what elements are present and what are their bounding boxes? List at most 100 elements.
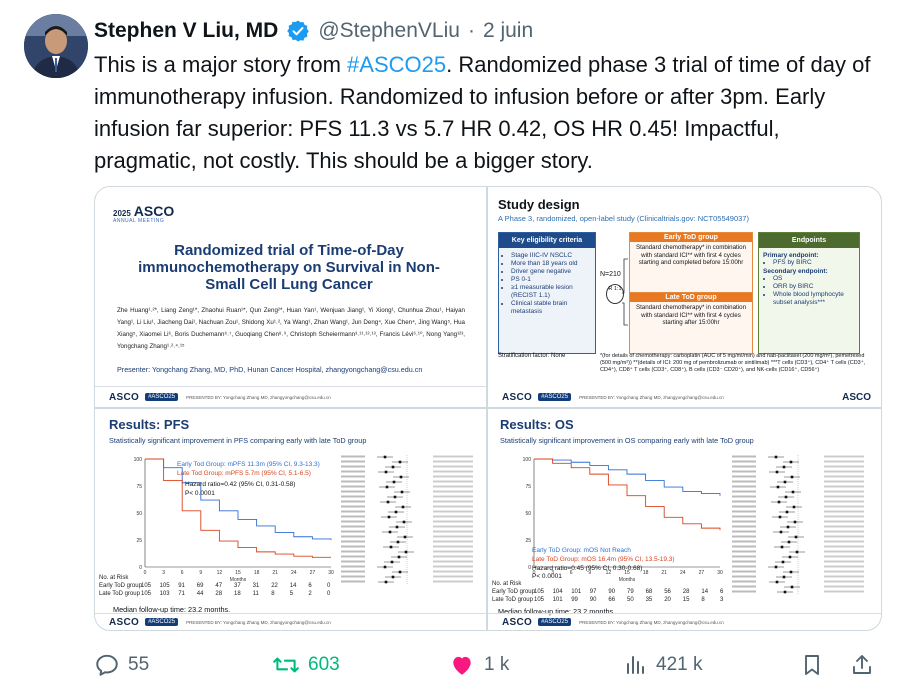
forest-point xyxy=(791,490,795,494)
forest-row-label xyxy=(341,470,365,473)
pfs-late-row-label: Late ToD group xyxy=(99,591,140,597)
risk-count: 31 xyxy=(252,583,260,589)
forest-row-label xyxy=(341,525,365,528)
forest-point xyxy=(393,495,397,499)
slide-pfs-image[interactable]: Results: PFS Statistically significant i… xyxy=(95,409,486,630)
risk-count: 79 xyxy=(627,589,634,595)
forest-value xyxy=(433,550,473,553)
reply-button[interactable]: 55 xyxy=(94,645,149,685)
endpoints-box: Endpoints Primary endpoint: PFS by BIRC … xyxy=(758,232,860,354)
retweet-button[interactable]: 603 xyxy=(272,645,340,685)
forest-row-label xyxy=(732,580,756,583)
x-tick-label: 18 xyxy=(254,570,260,576)
x-tick-label: 15 xyxy=(235,570,241,576)
eligibility-item: Clinical stable brain metastasis xyxy=(511,300,595,316)
forest-row-label xyxy=(732,500,756,503)
late-text: Standard chemotherapy* in combination wi… xyxy=(635,304,747,326)
late-curve xyxy=(145,458,331,558)
reply-count: 55 xyxy=(128,654,150,675)
forest-row-label xyxy=(341,560,365,563)
forest-value xyxy=(433,565,473,568)
risk-count: 14 xyxy=(289,583,297,589)
presenter-line: Presenter: Yongchang Zhang, MD, PhD, Hun… xyxy=(117,365,423,374)
tweet-header: Stephen V Liu, MD @StephenVLiu · 2 juin xyxy=(94,14,533,48)
forest-row-label xyxy=(732,530,756,533)
logo-meeting: ANNUAL MEETING xyxy=(113,218,165,224)
tweet-text: This is a major story from #ASCO25. Rand… xyxy=(94,49,884,177)
slide-footer: ASCO #ASCO25 PRESENTED BY: Yongchang Zha… xyxy=(95,613,486,630)
author-name[interactable]: Stephen V Liu, MD xyxy=(94,19,279,42)
eligibility-item: ≥1 measurable lesion (RECIST 1.1) xyxy=(511,284,595,300)
forest-value xyxy=(824,565,864,568)
logo-year: 2025 xyxy=(113,209,131,218)
design-title: Study design xyxy=(498,197,580,212)
forest-row-label xyxy=(341,530,365,533)
forest-point xyxy=(785,510,789,514)
risk-count: 105 xyxy=(141,583,152,589)
hashtag-link[interactable]: #ASCO25 xyxy=(347,52,447,77)
forest-row-label xyxy=(732,575,756,578)
y-tick-label: 75 xyxy=(525,484,531,490)
eligibility-item: More than 18 years old xyxy=(511,260,595,268)
bookmark-button[interactable] xyxy=(800,645,824,685)
x-tick-label: 30 xyxy=(717,570,723,576)
forest-value xyxy=(433,510,473,513)
slide-os-image[interactable]: Results: OS Statistically significant im… xyxy=(488,409,881,630)
forest-point xyxy=(795,550,799,554)
forest-value xyxy=(824,540,864,543)
forest-row-label xyxy=(732,570,756,573)
reply-icon xyxy=(96,654,118,676)
pfs-title: Results: PFS xyxy=(109,417,190,432)
early-curve xyxy=(145,458,332,540)
forest-row-label xyxy=(341,480,365,483)
views-button[interactable]: 421 k xyxy=(624,645,702,685)
slide-study-design-image[interactable]: Study design A Phase 3, randomized, open… xyxy=(488,187,881,407)
slide-title-image[interactable]: 2025 ASCO ANNUAL MEETING Randomized tria… xyxy=(95,187,486,407)
risk-count: 18 xyxy=(234,591,241,597)
author-handle[interactable]: @StephenVLiu xyxy=(318,19,460,42)
x-tick-label: 21 xyxy=(661,570,667,576)
secondary-endpoint-item: Whole blood lymphocyte subset analysis**… xyxy=(773,291,859,307)
forest-row-label xyxy=(732,585,756,588)
slide-title: Randomized trial of Time-of-Day immunoch… xyxy=(138,242,440,293)
risk-count: 8 xyxy=(271,591,275,597)
forest-point xyxy=(784,495,788,499)
forest-point xyxy=(790,475,794,479)
forest-value xyxy=(433,465,473,468)
x-tick-label: 9 xyxy=(199,570,202,576)
secondary-list: OSORR by BIRCWhole blood lymphocyte subs… xyxy=(759,275,859,307)
forest-point xyxy=(775,470,779,474)
media-grid[interactable]: 2025 ASCO ANNUAL MEETING Randomized tria… xyxy=(94,186,882,631)
risk-count: 2 xyxy=(308,591,312,597)
forest-value xyxy=(824,455,864,458)
x-tick-label: 0 xyxy=(533,570,536,576)
avatar[interactable] xyxy=(24,14,88,78)
forest-point xyxy=(384,470,388,474)
x-axis-label: Months xyxy=(619,577,636,583)
primary-endpoint-item: PFS by BIRC xyxy=(773,259,859,267)
forest-row-label xyxy=(732,460,756,463)
tweet-date[interactable]: 2 juin xyxy=(482,19,534,42)
x-tick-label: 12 xyxy=(217,570,223,576)
risk-count: 14 xyxy=(701,589,709,595)
y-tick-label: 100 xyxy=(523,457,532,463)
bookmark-icon xyxy=(805,655,819,675)
forest-value xyxy=(824,545,864,548)
retweet-count: 603 xyxy=(308,654,340,675)
like-button[interactable]: 1 k xyxy=(448,645,509,685)
verified-badge-icon[interactable] xyxy=(286,19,310,43)
risk-count: 105 xyxy=(534,589,545,595)
os-early-row-label: Early ToD group xyxy=(492,589,535,595)
pfs-subtitle: Statistically significant improvement in… xyxy=(109,436,367,445)
x-tick-label: 21 xyxy=(272,570,278,576)
share-button[interactable] xyxy=(850,645,874,685)
slide-footer: ASCO #ASCO25 PRESENTED BY: Yongchang Zha… xyxy=(95,386,486,407)
forest-point xyxy=(391,465,395,469)
forest-point xyxy=(395,525,399,529)
risk-count: 56 xyxy=(664,589,671,595)
forest-point xyxy=(783,590,787,594)
footer-badge: #ASCO25 xyxy=(145,393,179,401)
forest-row-label xyxy=(732,560,756,563)
footer-presented: PRESENTED BY: Yongchang Zhang MD, zhangy… xyxy=(186,394,331,400)
eligibility-item: Driver gene negative xyxy=(511,268,595,276)
